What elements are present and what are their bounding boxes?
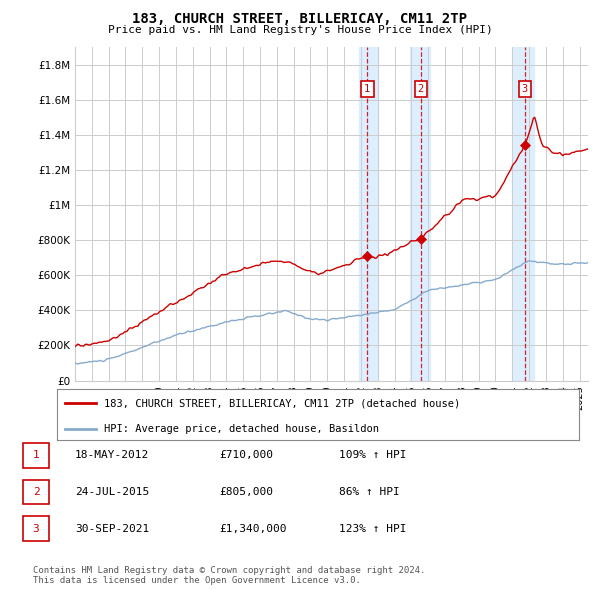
Text: This data is licensed under the Open Government Licence v3.0.: This data is licensed under the Open Gov…	[33, 576, 361, 585]
Text: 1: 1	[32, 451, 40, 460]
Text: 2: 2	[32, 487, 40, 497]
Bar	[512, 47, 534, 381]
Text: £805,000: £805,000	[219, 487, 273, 497]
Text: £710,000: £710,000	[219, 451, 273, 460]
Text: £1,340,000: £1,340,000	[219, 524, 287, 533]
Text: 18-MAY-2012: 18-MAY-2012	[75, 451, 149, 460]
Bar	[410, 47, 430, 381]
Text: 86% ↑ HPI: 86% ↑ HPI	[339, 487, 400, 497]
Text: 3: 3	[32, 524, 40, 533]
Text: Price paid vs. HM Land Registry's House Price Index (HPI): Price paid vs. HM Land Registry's House …	[107, 25, 493, 35]
Text: 109% ↑ HPI: 109% ↑ HPI	[339, 451, 407, 460]
Text: 3: 3	[522, 84, 528, 94]
Text: 183, CHURCH STREET, BILLERICAY, CM11 2TP: 183, CHURCH STREET, BILLERICAY, CM11 2TP	[133, 12, 467, 26]
Text: 30-SEP-2021: 30-SEP-2021	[75, 524, 149, 533]
Text: 24-JUL-2015: 24-JUL-2015	[75, 487, 149, 497]
Text: 1: 1	[364, 84, 370, 94]
Text: 123% ↑ HPI: 123% ↑ HPI	[339, 524, 407, 533]
Text: HPI: Average price, detached house, Basildon: HPI: Average price, detached house, Basi…	[104, 424, 379, 434]
Bar	[359, 47, 378, 381]
Text: 2: 2	[418, 84, 424, 94]
Text: Contains HM Land Registry data © Crown copyright and database right 2024.: Contains HM Land Registry data © Crown c…	[33, 566, 425, 575]
Text: 183, CHURCH STREET, BILLERICAY, CM11 2TP (detached house): 183, CHURCH STREET, BILLERICAY, CM11 2TP…	[104, 398, 460, 408]
